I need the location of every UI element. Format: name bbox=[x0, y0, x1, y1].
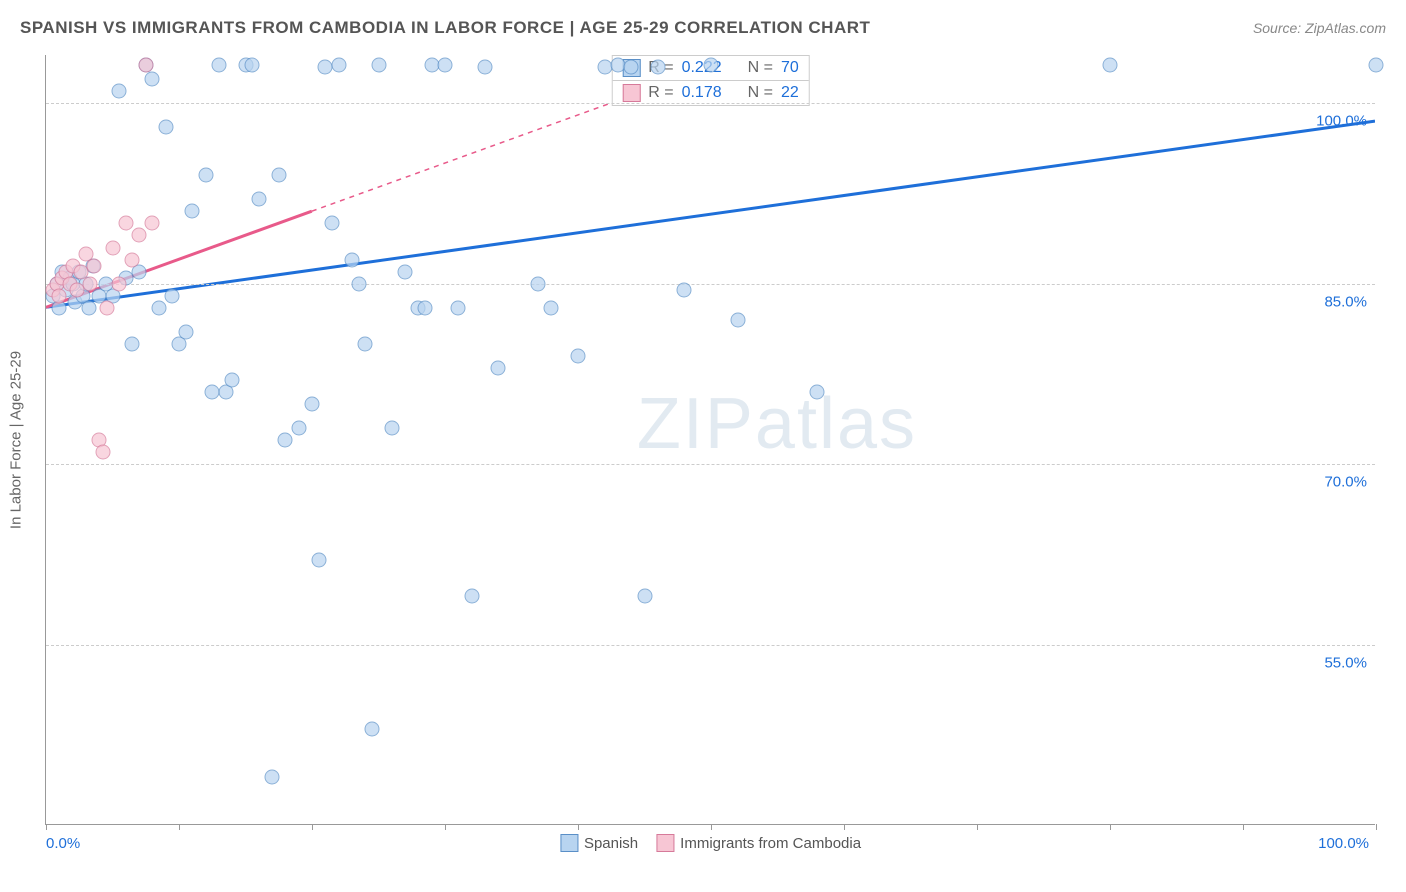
scatter-point-series2 bbox=[105, 240, 120, 255]
scatter-point-series1 bbox=[637, 589, 652, 604]
x-tick bbox=[977, 824, 978, 830]
scatter-point-series2 bbox=[112, 276, 127, 291]
scatter-point-series1 bbox=[152, 300, 167, 315]
scatter-point-series1 bbox=[145, 72, 160, 87]
scatter-point-series1 bbox=[311, 553, 326, 568]
scatter-point-series1 bbox=[278, 433, 293, 448]
y-tick-label: 85.0% bbox=[1324, 293, 1367, 310]
scatter-point-series1 bbox=[810, 384, 825, 399]
x-tick bbox=[179, 824, 180, 830]
scatter-point-series1 bbox=[324, 216, 339, 231]
scatter-point-series1 bbox=[650, 60, 665, 75]
scatter-point-series1 bbox=[451, 300, 466, 315]
scatter-point-series1 bbox=[305, 396, 320, 411]
scatter-point-series1 bbox=[158, 120, 173, 135]
scatter-point-series2 bbox=[100, 300, 115, 315]
scatter-point-series2 bbox=[82, 276, 97, 291]
scatter-point-series1 bbox=[211, 57, 226, 72]
scatter-point-series2 bbox=[96, 445, 111, 460]
legend-label-series2: Immigrants from Cambodia bbox=[680, 835, 861, 852]
x-tick bbox=[1243, 824, 1244, 830]
scatter-point-series1 bbox=[544, 300, 559, 315]
scatter-point-series1 bbox=[112, 84, 127, 99]
scatter-point-series1 bbox=[185, 204, 200, 219]
n-value-series1: 70 bbox=[781, 59, 799, 77]
grid-line bbox=[46, 464, 1375, 465]
x-tick bbox=[1110, 824, 1111, 830]
scatter-point-series1 bbox=[178, 324, 193, 339]
source-attribution: Source: ZipAtlas.com bbox=[1253, 20, 1386, 36]
legend-swatch-series2 bbox=[656, 834, 674, 852]
watermark: ZIPatlas bbox=[637, 383, 917, 465]
scatter-point-series2 bbox=[132, 228, 147, 243]
scatter-point-series1 bbox=[677, 282, 692, 297]
plot-area: In Labor Force | Age 25-29 ZIPatlas R = … bbox=[45, 55, 1375, 825]
scatter-point-series1 bbox=[491, 360, 506, 375]
scatter-point-series1 bbox=[730, 312, 745, 327]
scatter-point-series1 bbox=[344, 252, 359, 267]
swatch-series2 bbox=[622, 84, 640, 102]
trend-lines-svg bbox=[46, 55, 1375, 824]
x-tick bbox=[445, 824, 446, 830]
scatter-point-series1 bbox=[225, 372, 240, 387]
scatter-point-series1 bbox=[351, 276, 366, 291]
scatter-point-series1 bbox=[1103, 57, 1118, 72]
scatter-point-series1 bbox=[704, 57, 719, 72]
scatter-point-series2 bbox=[145, 216, 160, 231]
scatter-point-series1 bbox=[358, 336, 373, 351]
scatter-point-series1 bbox=[418, 300, 433, 315]
scatter-point-series1 bbox=[624, 60, 639, 75]
scatter-point-series1 bbox=[331, 57, 346, 72]
grid-line bbox=[46, 645, 1375, 646]
x-axis-label-min: 0.0% bbox=[46, 835, 80, 852]
x-axis-label-max: 100.0% bbox=[1318, 835, 1369, 852]
scatter-point-series2 bbox=[138, 57, 153, 72]
scatter-point-series1 bbox=[371, 57, 386, 72]
scatter-point-series1 bbox=[198, 168, 213, 183]
legend-swatch-series1 bbox=[560, 834, 578, 852]
x-tick bbox=[312, 824, 313, 830]
scatter-point-series1 bbox=[477, 60, 492, 75]
scatter-point-series1 bbox=[384, 420, 399, 435]
x-tick bbox=[578, 824, 579, 830]
scatter-point-series2 bbox=[118, 216, 133, 231]
x-tick bbox=[844, 824, 845, 830]
grid-line bbox=[46, 284, 1375, 285]
scatter-point-series1 bbox=[125, 336, 140, 351]
scatter-point-series1 bbox=[398, 264, 413, 279]
scatter-point-series2 bbox=[125, 252, 140, 267]
chart-title: SPANISH VS IMMIGRANTS FROM CAMBODIA IN L… bbox=[20, 18, 870, 38]
r-value-series2: 0.178 bbox=[682, 84, 722, 102]
scatter-point-series1 bbox=[81, 300, 96, 315]
stats-row-series2: R = 0.178 N = 22 bbox=[612, 80, 809, 105]
x-tick bbox=[46, 824, 47, 830]
scatter-point-series2 bbox=[86, 258, 101, 273]
scatter-point-series1 bbox=[265, 769, 280, 784]
y-tick-label: 70.0% bbox=[1324, 474, 1367, 491]
scatter-point-series1 bbox=[571, 348, 586, 363]
legend-item-series1: Spanish bbox=[560, 834, 638, 852]
scatter-point-series2 bbox=[52, 288, 67, 303]
scatter-point-series1 bbox=[1369, 57, 1384, 72]
scatter-point-series1 bbox=[291, 420, 306, 435]
x-tick bbox=[1376, 824, 1377, 830]
y-tick-label: 100.0% bbox=[1316, 113, 1367, 130]
scatter-point-series1 bbox=[165, 288, 180, 303]
x-tick bbox=[711, 824, 712, 830]
y-tick-label: 55.0% bbox=[1324, 654, 1367, 671]
scatter-point-series1 bbox=[271, 168, 286, 183]
scatter-point-series1 bbox=[531, 276, 546, 291]
n-value-series2: 22 bbox=[781, 84, 799, 102]
legend-label-series1: Spanish bbox=[584, 835, 638, 852]
scatter-point-series1 bbox=[438, 57, 453, 72]
scatter-point-series1 bbox=[364, 721, 379, 736]
scatter-point-series1 bbox=[251, 192, 266, 207]
legend-bottom: Spanish Immigrants from Cambodia bbox=[560, 834, 861, 852]
legend-item-series2: Immigrants from Cambodia bbox=[656, 834, 861, 852]
scatter-point-series1 bbox=[464, 589, 479, 604]
grid-line bbox=[46, 103, 1375, 104]
scatter-point-series1 bbox=[245, 57, 260, 72]
y-axis-title: In Labor Force | Age 25-29 bbox=[8, 350, 25, 528]
